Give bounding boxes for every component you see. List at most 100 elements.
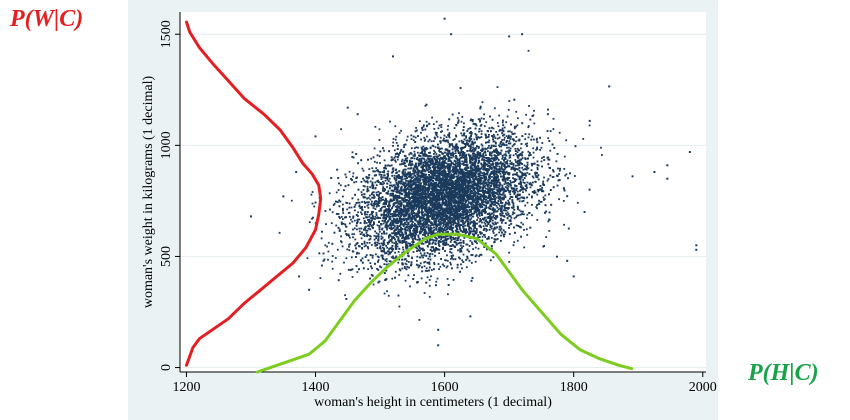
scatter-point: [474, 246, 477, 249]
scatter-point: [483, 117, 485, 120]
scatter-point: [377, 201, 380, 203]
scatter-point: [490, 247, 493, 250]
scatter-point: [499, 173, 502, 175]
scatter-point: [541, 142, 544, 144]
scatter-point: [422, 221, 425, 224]
scatter-point: [413, 192, 416, 195]
scatter-point: [384, 218, 387, 221]
scatter-point: [524, 158, 527, 160]
scatter-point: [369, 186, 372, 189]
scatter-point: [536, 207, 538, 210]
scatter-point: [382, 186, 385, 189]
scatter-point: [395, 179, 398, 182]
scatter-point: [439, 226, 442, 228]
scatter-point: [501, 156, 504, 159]
scatter-point: [496, 193, 499, 195]
scatter-point: [387, 180, 390, 182]
scatter-point: [522, 191, 524, 194]
scatter-point: [364, 180, 367, 183]
scatter-point: [420, 131, 422, 134]
scatter-point: [403, 200, 406, 202]
scatter-point: [389, 221, 392, 224]
scatter-point: [406, 135, 409, 138]
scatter-point: [558, 198, 560, 201]
scatter-point: [360, 259, 362, 261]
scatter-point: [499, 145, 501, 148]
scatter-point: [400, 210, 402, 213]
scatter-point: [395, 215, 397, 217]
scatter-point: [417, 221, 420, 224]
scatter-point: [433, 149, 435, 152]
scatter-point: [510, 184, 512, 187]
scatter-point: [493, 223, 495, 226]
scatter-point: [355, 180, 358, 183]
scatter-point: [405, 185, 408, 187]
scatter-point: [405, 263, 408, 266]
scatter-point: [444, 229, 447, 232]
scatter-point: [392, 170, 395, 172]
scatter-point: [382, 205, 384, 208]
scatter-point: [402, 174, 405, 176]
scatter-point: [528, 133, 531, 136]
scatter-point: [523, 246, 526, 249]
scatter-point: [522, 168, 525, 171]
scatter-point: [459, 227, 461, 230]
scatter-point: [495, 233, 498, 236]
scatter-point: [512, 154, 515, 157]
scatter-point: [344, 294, 346, 297]
scatter-point: [451, 169, 454, 172]
scatter-point: [405, 234, 408, 237]
scatter-point: [383, 232, 386, 235]
scatter-point: [439, 191, 442, 194]
scatter-point: [497, 159, 500, 161]
scatter-point: [454, 192, 457, 195]
scatter-point: [445, 179, 447, 181]
scatter-point: [452, 258, 455, 261]
scatter-point: [468, 228, 470, 231]
scatter-point: [369, 198, 372, 201]
scatter-point: [513, 241, 516, 244]
scatter-point: [377, 235, 380, 238]
scatter-point: [493, 135, 496, 138]
scatter-point: [522, 173, 525, 175]
scatter-point: [498, 152, 501, 155]
scatter-point: [358, 204, 361, 207]
scatter-point: [510, 206, 513, 209]
scatter-point: [331, 211, 334, 214]
scatter-point: [552, 117, 555, 120]
scatter-point: [447, 125, 449, 127]
scatter-point: [447, 243, 450, 246]
scatter-point: [457, 242, 460, 245]
scatter-point: [521, 166, 524, 169]
scatter-point: [412, 192, 415, 194]
scatter-point: [430, 192, 432, 195]
scatter-point: [331, 255, 334, 257]
scatter-point: [444, 167, 447, 169]
scatter-point: [419, 194, 421, 197]
scatter-point: [507, 182, 510, 184]
scatter-point: [488, 191, 491, 194]
scatter-point: [398, 305, 401, 308]
scatter-point: [431, 203, 434, 206]
scatter-point: [465, 215, 468, 218]
scatter-point: [483, 246, 486, 248]
scatter-point: [514, 148, 517, 150]
scatter-point: [542, 182, 545, 185]
scatter-point: [405, 241, 408, 243]
scatter-point: [383, 263, 386, 266]
scatter-point: [463, 222, 466, 225]
scatter-point: [475, 231, 478, 234]
scatter-point: [547, 158, 550, 161]
scatter-point: [491, 208, 494, 211]
scatter-point: [432, 156, 435, 159]
scatter-point: [539, 149, 541, 151]
scatter-point: [395, 177, 398, 180]
scatter-point: [452, 181, 455, 184]
scatter-point: [435, 217, 438, 220]
scatter-point: [477, 147, 480, 149]
scatter-point: [376, 224, 379, 227]
scatter-point: [327, 241, 330, 244]
scatter-point: [404, 175, 406, 177]
scatter-point: [349, 268, 352, 271]
scatter-point: [441, 170, 444, 172]
